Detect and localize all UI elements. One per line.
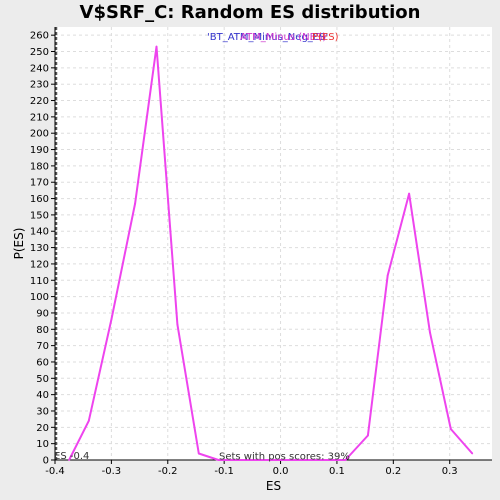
y-tick-label: 170: [30, 178, 49, 189]
data-point: [299, 459, 302, 461]
data-point: [449, 428, 452, 430]
data-point: [240, 459, 242, 461]
data-point: [68, 459, 70, 461]
x-tick-label: 0.2: [385, 466, 401, 477]
x-tick-label: -0.1: [214, 466, 234, 477]
y-tick-label: 250: [30, 47, 49, 58]
data-point: [367, 434, 369, 437]
x-tick-label: 0.1: [329, 466, 345, 477]
legend-entry-bt-atm: 'BT_ATM_Minus_Neg_ES': [207, 32, 328, 43]
x-axis-title: ES: [266, 479, 281, 493]
data-point: [344, 459, 347, 461]
data-point: [110, 318, 113, 321]
x-tick-label: -0.2: [158, 466, 178, 477]
y-tick-label: 200: [30, 129, 49, 140]
y-tick-label: 70: [36, 341, 49, 352]
data-point: [321, 459, 324, 461]
data-point: [197, 452, 200, 455]
chart-title: V$SRF_C: Random ES distribution: [79, 2, 421, 23]
series-layer: [68, 45, 474, 461]
data-point: [217, 459, 220, 461]
series-line: [68, 45, 474, 461]
y-axis-ticks: 0 10 20 30 40 50 60 70 80 90 100 110 120 130 140 150 160…: [30, 31, 55, 467]
y-tick-label: 220: [30, 96, 49, 107]
y-tick-label: 110: [30, 276, 49, 287]
data-point: [87, 419, 90, 422]
data-point: [408, 192, 411, 195]
x-tick-label: 0.3: [442, 466, 458, 477]
y-tick-label: 140: [30, 227, 49, 238]
legend-entry-atm-minus: ATM_Minus (NES): [240, 32, 326, 43]
y-tick-label: 260: [30, 31, 49, 42]
y-tick-label: 190: [30, 145, 49, 156]
y-tick-label: 150: [30, 210, 49, 221]
y-tick-label: 180: [30, 161, 49, 172]
x-axis-ticks: -0.4 -0.3 -0.2 -0.1 0.0 0.1 0.2 0.3: [45, 460, 458, 477]
y-tick-label: 130: [30, 243, 49, 254]
y-tick-label: 30: [36, 406, 49, 417]
y-tick-label: 40: [36, 390, 49, 401]
y-tick-label: 0: [43, 456, 49, 467]
y-tick-label: 160: [30, 194, 49, 205]
data-point: [386, 274, 389, 277]
x-tick-label: -0.4: [45, 466, 65, 477]
y-tick-label: 90: [36, 308, 49, 319]
y-axis-title: P(ES): [12, 228, 26, 260]
y-tick-label: 50: [36, 374, 49, 385]
sets-pos-scores-label: Sets with pos scores: 39%: [219, 452, 350, 463]
y-tick-label: 230: [30, 80, 49, 91]
es-marker-label: ES -0.4: [54, 451, 89, 462]
y-tick-label: 20: [36, 423, 49, 434]
data-point: [176, 323, 179, 326]
data-point: [134, 202, 136, 205]
data-point: [471, 452, 474, 455]
y-tick-label: 80: [36, 325, 49, 336]
y-tick-label: 100: [30, 292, 49, 303]
y-tick-label: 120: [30, 259, 49, 270]
y-tick-label: 210: [30, 112, 49, 123]
data-point: [259, 459, 262, 461]
data-point: [429, 331, 431, 334]
x-tick-label: 0.0: [273, 466, 289, 477]
data-point: [155, 45, 158, 48]
data-point: [279, 459, 282, 461]
x-tick-label: -0.3: [102, 466, 122, 477]
y-tick-label: 10: [36, 439, 49, 450]
y-tick-label: 240: [30, 63, 49, 74]
y-tick-label: 60: [36, 357, 49, 368]
legend-entry-pes: P(ES): [312, 32, 339, 43]
